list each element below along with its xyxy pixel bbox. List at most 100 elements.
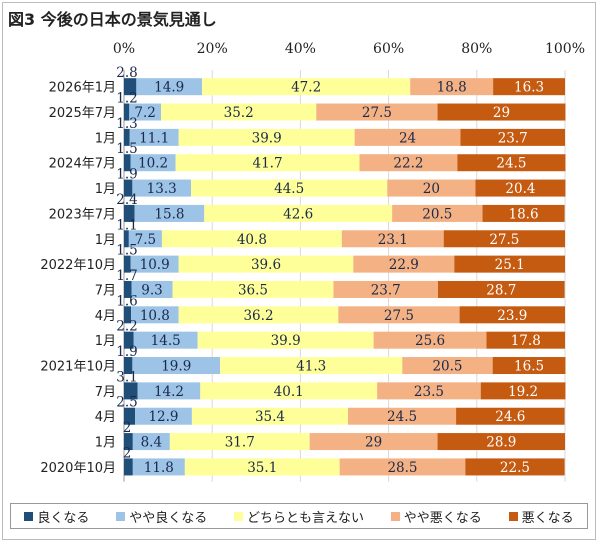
data-label: 36.5 [238, 282, 268, 298]
data-label: 19.2 [508, 384, 538, 400]
data-label: 1.3 [116, 116, 137, 132]
bar-segment [377, 382, 481, 400]
data-label: 42.6 [283, 206, 313, 222]
bar-segment [124, 255, 131, 273]
data-label: 35.4 [255, 409, 285, 425]
bar-segment [131, 280, 173, 298]
data-label: 15.8 [154, 206, 184, 222]
legend-label: 悪くなる [521, 510, 574, 526]
bar-segment [437, 103, 566, 121]
legend-item: 悪くなる [508, 507, 574, 526]
data-label: 14.9 [154, 80, 184, 96]
bar-segment [475, 179, 566, 197]
data-label: 29 [365, 435, 382, 451]
data-label: 14.5 [151, 333, 181, 349]
data-label: 10.9 [140, 257, 170, 273]
data-label: 14.2 [154, 384, 184, 400]
data-label: 20.5 [422, 206, 452, 222]
data-label: 1.9 [116, 344, 137, 360]
bar-segment [402, 357, 493, 375]
bar-segment [135, 407, 192, 425]
data-label: 2.8 [116, 65, 137, 81]
data-label: 16.5 [514, 359, 544, 375]
bar-segment [132, 357, 221, 375]
bar-segment [373, 331, 487, 349]
data-label: 39.6 [251, 257, 281, 273]
bar-segment [124, 179, 133, 197]
bar-segment [124, 407, 136, 425]
bar-segment [178, 255, 354, 273]
bar-segment [124, 433, 133, 451]
bar-segment [169, 433, 310, 451]
x-tick-label: 60% [373, 41, 404, 57]
bar-segment [124, 357, 133, 375]
bar-segment [437, 280, 565, 298]
bar-segment [480, 382, 566, 400]
category-label: 7月 [95, 283, 116, 298]
category-label: 2021年10月 [40, 360, 116, 375]
x-tick-label: 80% [461, 41, 492, 57]
bar-segment [410, 78, 494, 96]
bar-segment [465, 458, 565, 476]
data-label: 16.3 [514, 80, 544, 96]
bar-segment [204, 204, 393, 222]
bar-segment [130, 154, 176, 172]
data-label: 27.5 [489, 232, 519, 248]
data-label: 1.1 [116, 217, 137, 233]
bar-segment [200, 382, 378, 400]
bar-segment [493, 78, 565, 96]
bar-segment [124, 230, 129, 248]
data-label: 2.5 [116, 395, 137, 411]
bar-segment [184, 458, 340, 476]
data-label: 24.6 [495, 409, 525, 425]
data-label: 27.5 [384, 308, 414, 324]
bar-segment [220, 357, 403, 375]
data-label: 39.9 [252, 130, 282, 146]
data-label: 1.7 [116, 268, 137, 284]
category-label: 1月 [95, 436, 116, 451]
bar-segment [457, 154, 566, 172]
bar-segment [136, 78, 203, 96]
legend-swatch [390, 511, 400, 521]
bar-segment [175, 154, 360, 172]
chart-title: 図3 今後の日本の景気見通し [8, 10, 217, 29]
bar-segment [437, 433, 565, 451]
bar-segment [454, 255, 565, 273]
bar-segment [133, 331, 198, 349]
category-label: 1月 [95, 334, 116, 349]
legend-label: どちらとも言えない [246, 510, 364, 526]
data-label: 2.2 [116, 319, 137, 335]
bar-segment [316, 103, 438, 121]
bar-segment [353, 255, 455, 273]
category-label: 1月 [95, 131, 116, 146]
category-label: 2024年7月 [49, 157, 116, 172]
legend-swatch [508, 511, 518, 521]
bar-segment [132, 433, 170, 451]
data-label: 20 [423, 181, 440, 197]
bar-segment [124, 306, 132, 324]
bar-segment [124, 331, 134, 349]
data-label: 19.9 [161, 359, 191, 375]
legend-swatch [24, 511, 34, 521]
data-label: 20.5 [432, 359, 462, 375]
data-label: 35.2 [224, 105, 254, 121]
data-label: 29 [493, 105, 510, 121]
bar-segment [392, 204, 483, 222]
bar-segment [387, 179, 476, 197]
bar-segment [482, 204, 565, 222]
bar-segment [348, 407, 457, 425]
data-label: 7.5 [135, 232, 156, 248]
data-label: 27.5 [362, 105, 392, 121]
legend-item: やや悪くなる [390, 507, 482, 526]
data-label: 1.2 [116, 91, 137, 107]
category-label: 2025年7月 [49, 106, 116, 121]
category-label: 2023年7月 [49, 207, 116, 222]
bar-segment [456, 407, 565, 425]
chart-frame [2, 2, 596, 540]
category-label: 4月 [95, 410, 116, 425]
legend-label: 良くなる [37, 510, 90, 526]
bar-segment [132, 458, 185, 476]
data-label: 41.3 [296, 359, 326, 375]
x-tick-label: 100% [545, 41, 585, 57]
